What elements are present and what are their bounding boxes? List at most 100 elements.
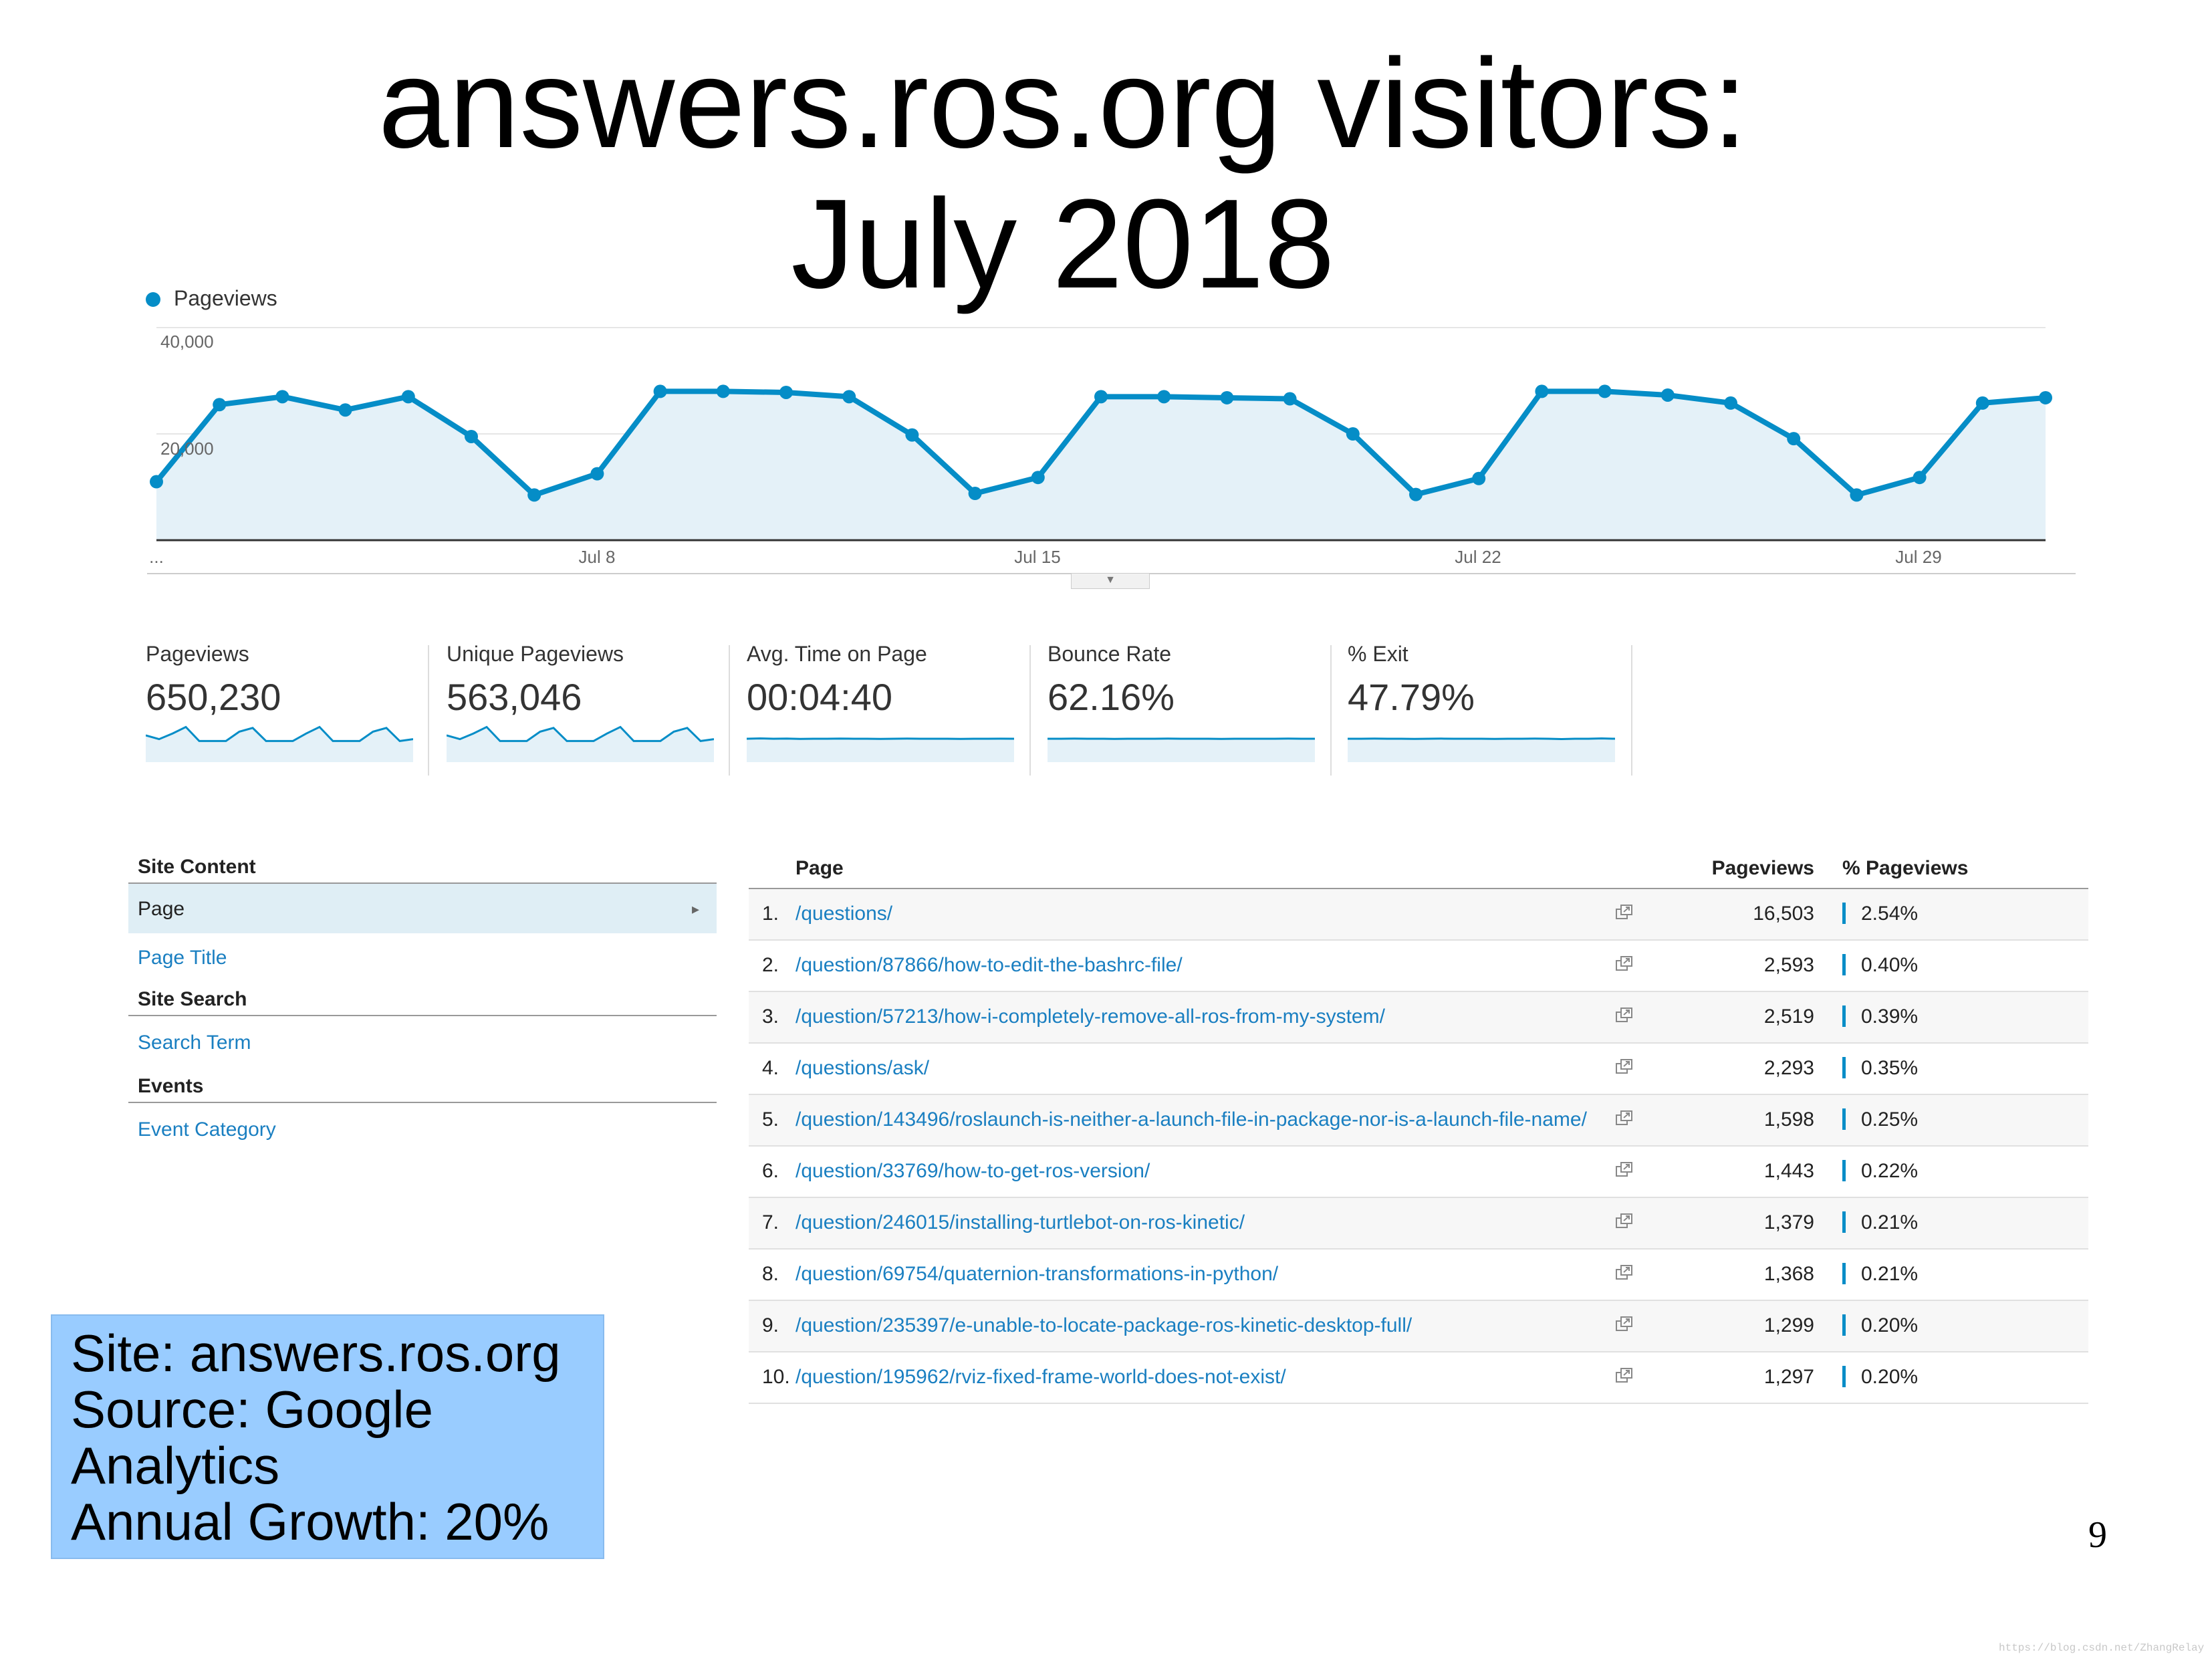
page-link[interactable]: /question/143496/roslaunch-is-neither-a-… xyxy=(795,1108,1587,1131)
info-site: Site: answers.ros.org xyxy=(71,1324,561,1383)
open-in-new-window-icon[interactable] xyxy=(1615,904,1634,921)
y-tick-label: 40,000 xyxy=(160,332,214,352)
column-header-page[interactable]: Page xyxy=(795,857,844,879)
data-point xyxy=(527,488,541,502)
pct-bar xyxy=(1842,1057,1846,1078)
metric-value: 47.79% xyxy=(1348,676,1475,718)
data-point xyxy=(401,390,415,404)
data-point xyxy=(465,429,478,443)
open-in-new-window-icon[interactable] xyxy=(1615,1264,1634,1282)
row-pct-pageviews: 0.35% xyxy=(1861,1057,1919,1079)
caret-right-icon: ▸ xyxy=(691,901,699,917)
metric-bounce-rate[interactable]: Bounce Rate 62.16% xyxy=(1048,642,1328,776)
nav-item-event-category[interactable]: Event Category xyxy=(138,1118,276,1141)
sparkline-line xyxy=(447,725,714,742)
open-in-new-window-icon[interactable] xyxy=(1615,1316,1634,1333)
nav-item-page[interactable]: Page ▸ xyxy=(128,884,717,933)
metric-divider xyxy=(1631,645,1632,776)
pct-bar xyxy=(1842,1314,1846,1336)
row-index: 7. xyxy=(762,1211,779,1233)
sparkline xyxy=(447,725,714,762)
sparkline-area xyxy=(1048,738,1315,762)
table-row: 7. /question/246015/installing-turtlebot-… xyxy=(749,1198,2088,1250)
pct-bar xyxy=(1842,1211,1846,1233)
page-number: 9 xyxy=(2088,1514,2107,1556)
row-pct-pageviews: 0.20% xyxy=(1861,1314,1919,1336)
metric-unique-pageviews[interactable]: Unique Pageviews 563,046 xyxy=(447,642,727,776)
row-index: 3. xyxy=(762,1005,779,1028)
x-tick-label: Jul 29 xyxy=(1895,547,1942,567)
open-in-new-window-icon[interactable] xyxy=(1615,1213,1634,1230)
row-pageviews: 16,503 xyxy=(1753,903,1814,925)
info-source-cont: Analytics xyxy=(71,1436,280,1495)
page-link[interactable]: /question/235397/e-unable-to-locate-pack… xyxy=(795,1314,1412,1336)
site-content-nav: Site Content Page ▸ Page Title Site Sear… xyxy=(128,856,717,1157)
nav-item-search-term[interactable]: Search Term xyxy=(138,1032,251,1054)
data-point xyxy=(1283,392,1297,406)
pct-bar xyxy=(1842,1005,1846,1027)
pct-bar xyxy=(1842,903,1846,924)
row-pageviews: 1,443 xyxy=(1763,1160,1814,1182)
x-tick-label: ... xyxy=(149,547,164,567)
legend-label: Pageviews xyxy=(174,286,277,310)
table-row: 9. /question/235397/e-unable-to-locate-pa… xyxy=(749,1301,2088,1352)
metric-divider xyxy=(428,645,429,776)
chart-collapse-handle[interactable]: ▼ xyxy=(1071,574,1150,589)
row-pageviews: 1,299 xyxy=(1763,1314,1814,1336)
page-link[interactable]: /question/69754/quaternion-transformatio… xyxy=(795,1263,1279,1285)
data-point xyxy=(653,384,667,398)
row-pct-pageviews: 0.39% xyxy=(1861,1005,1919,1028)
data-point xyxy=(905,428,919,442)
info-growth: Annual Growth: 20% xyxy=(71,1492,549,1551)
nav-item-label: Page xyxy=(138,898,185,920)
open-in-new-window-icon[interactable] xyxy=(1615,955,1634,973)
page-link[interactable]: /question/57213/how-i-completely-remove-… xyxy=(795,1005,1385,1028)
data-point xyxy=(1850,488,1864,502)
metric-label: Pageviews xyxy=(146,642,249,666)
column-header-pct-pageviews[interactable]: % Pageviews xyxy=(1842,857,1969,879)
open-in-new-window-icon[interactable] xyxy=(1615,1007,1634,1024)
row-index: 6. xyxy=(762,1160,779,1182)
page-link[interactable]: /question/246015/installing-turtlebot-on… xyxy=(795,1211,1245,1233)
table-row: 2. /question/87866/how-to-edit-the-bashrc… xyxy=(749,941,2088,992)
metric-avg-time-on-page[interactable]: Avg. Time on Page 00:04:40 xyxy=(747,642,1027,776)
title-line-2: July 2018 xyxy=(791,173,1335,315)
pct-bar xyxy=(1842,1366,1846,1387)
row-index: 10. xyxy=(762,1366,790,1388)
nav-heading-site-search: Site Search xyxy=(128,988,717,1016)
info-source: Source: Google xyxy=(71,1380,434,1439)
area-fill xyxy=(156,391,2046,540)
nav-item-page-title[interactable]: Page Title xyxy=(138,947,227,969)
column-header-pageviews[interactable]: Pageviews xyxy=(1711,857,1814,879)
data-point xyxy=(779,385,793,399)
page-link[interactable]: /questions/ask/ xyxy=(795,1057,930,1079)
nav-heading-site-content: Site Content xyxy=(128,856,717,884)
sparkline-area xyxy=(747,738,1014,762)
page-link[interactable]: /question/195962/rviz-fixed-frame-world-… xyxy=(795,1366,1286,1388)
open-in-new-window-icon[interactable] xyxy=(1615,1110,1634,1127)
page-link[interactable]: /questions/ xyxy=(795,903,893,925)
table-row: 6. /question/33769/how-to-get-ros-version… xyxy=(749,1147,2088,1198)
row-index: 8. xyxy=(762,1263,779,1285)
data-point xyxy=(275,390,289,404)
sparkline xyxy=(747,737,1014,762)
data-point xyxy=(1157,390,1171,404)
open-in-new-window-icon[interactable] xyxy=(1615,1161,1634,1179)
table-row: 3. /question/57213/how-i-completely-remov… xyxy=(749,992,2088,1044)
metric-label: Unique Pageviews xyxy=(447,642,624,666)
data-point xyxy=(1913,471,1927,485)
pct-bar xyxy=(1842,954,1846,975)
page-link[interactable]: /question/87866/how-to-edit-the-bashrc-f… xyxy=(795,954,1183,976)
data-point xyxy=(1094,390,1108,404)
sparkline xyxy=(1348,737,1615,762)
row-pageviews: 1,598 xyxy=(1763,1108,1814,1131)
data-point xyxy=(590,467,604,481)
open-in-new-window-icon[interactable] xyxy=(1615,1367,1634,1385)
open-in-new-window-icon[interactable] xyxy=(1615,1058,1634,1076)
slide-title: answers.ros.org visitors: July 2018 xyxy=(241,33,1885,314)
table-row: 4. /questions/ask/2,293 0.35% xyxy=(749,1044,2088,1095)
page-link[interactable]: /question/33769/how-to-get-ros-version/ xyxy=(795,1160,1150,1182)
legend-dot-icon xyxy=(146,292,160,307)
metric-pageviews[interactable]: Pageviews 650,230 xyxy=(146,642,426,776)
metric-exit[interactable]: % Exit 47.79% xyxy=(1348,642,1628,776)
